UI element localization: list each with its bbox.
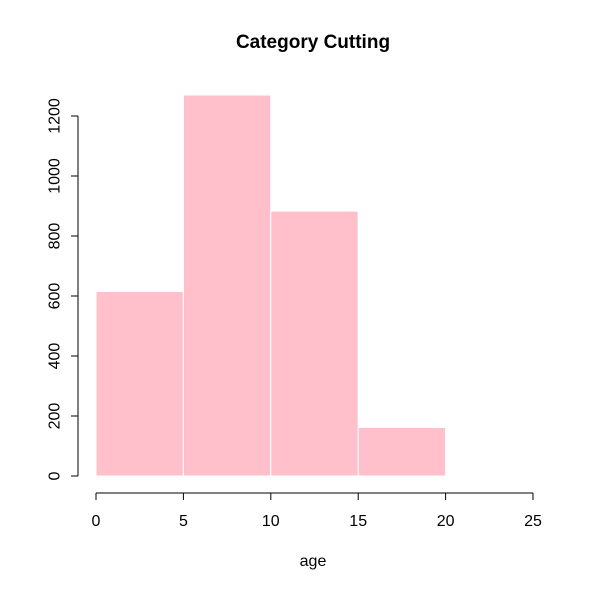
y-tick-label: 400 — [47, 343, 64, 370]
chart-title: Category Cutting — [236, 32, 390, 53]
histogram-bar — [270, 210, 359, 477]
x-axis: 0 5 10 15 20 25 — [92, 492, 542, 530]
x-tick-label: 15 — [349, 513, 367, 530]
x-tick-label: 0 — [92, 513, 101, 530]
histogram-bar — [357, 426, 447, 477]
y-tick-label: 800 — [47, 223, 64, 250]
x-tick-label: 10 — [262, 513, 280, 530]
histogram-bar — [182, 94, 272, 477]
y-tick-label: 1200 — [47, 98, 64, 134]
bars-group — [95, 94, 447, 477]
x-axis-label: age — [300, 553, 327, 570]
y-tick-label: 200 — [47, 403, 64, 430]
x-tick-label: 20 — [437, 513, 455, 530]
y-tick-label: 600 — [47, 283, 64, 310]
x-tick-label: 5 — [179, 513, 188, 530]
histogram-bar — [95, 291, 184, 477]
x-tick-label: 25 — [524, 513, 542, 530]
y-tick-label: 1000 — [47, 158, 64, 194]
y-tick-label: 0 — [47, 471, 64, 480]
y-axis: 0 200 400 600 800 1000 1200 — [47, 98, 79, 480]
